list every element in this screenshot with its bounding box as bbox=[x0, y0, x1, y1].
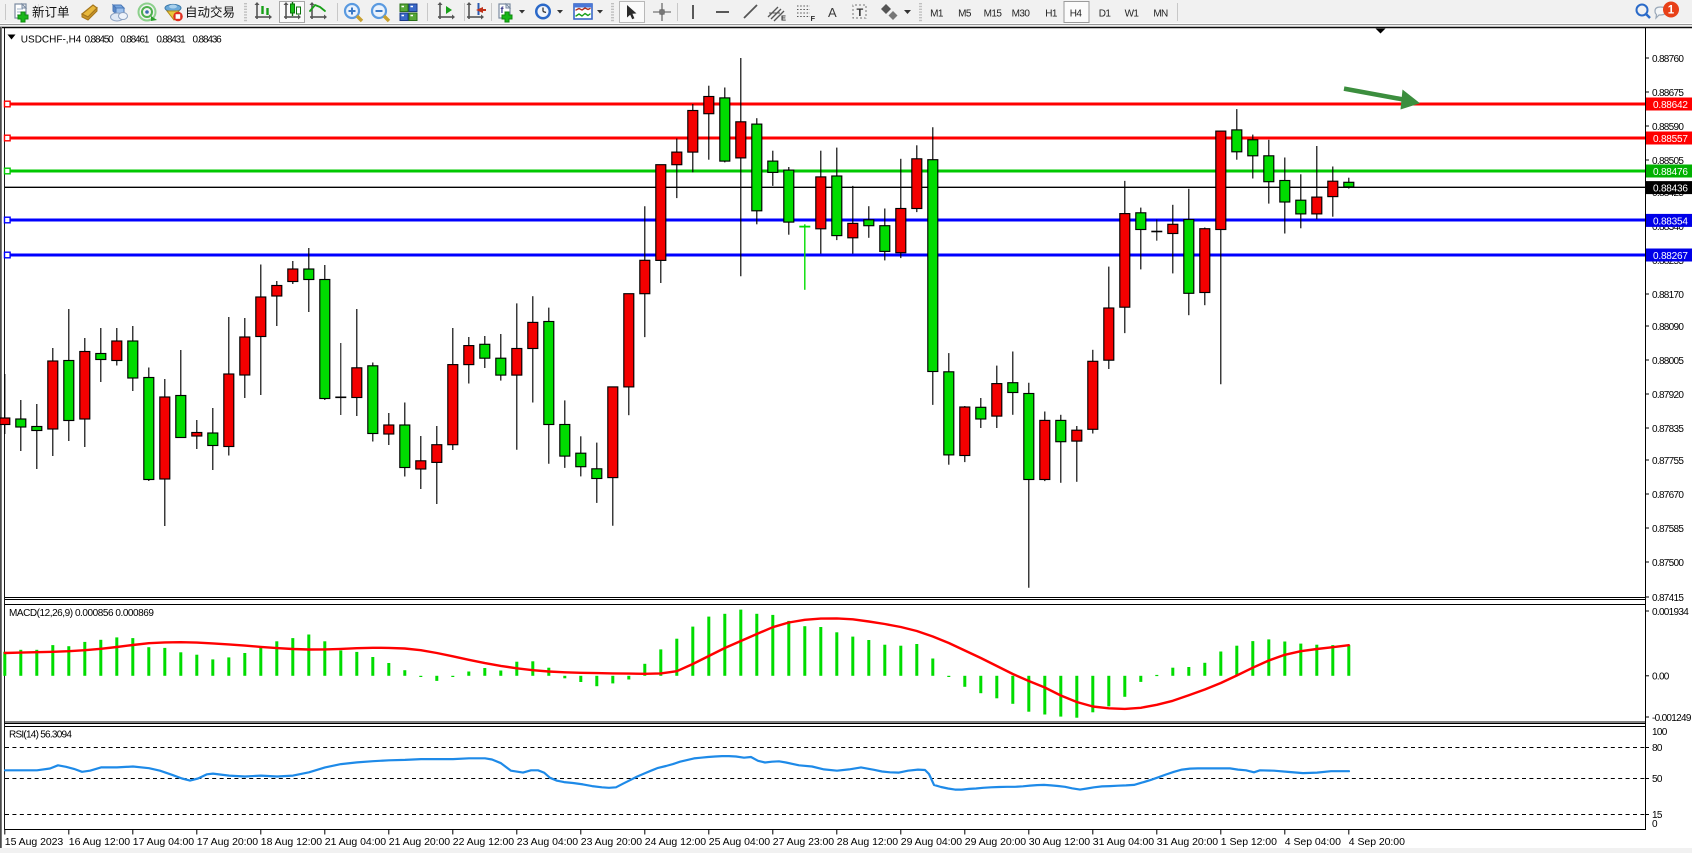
svg-text:T: T bbox=[857, 7, 864, 19]
svg-text:0.87755: 0.87755 bbox=[1652, 456, 1684, 467]
svg-text:17 Aug 04:00: 17 Aug 04:00 bbox=[133, 836, 195, 848]
svg-text:31 Aug 04:00: 31 Aug 04:00 bbox=[1093, 836, 1155, 848]
svg-text:0.00: 0.00 bbox=[1652, 672, 1670, 683]
svg-text:0.88450: 0.88450 bbox=[85, 34, 115, 45]
svg-text:D1: D1 bbox=[1099, 9, 1112, 20]
svg-text:0.88557: 0.88557 bbox=[1653, 134, 1688, 145]
svg-text:M15: M15 bbox=[984, 9, 1003, 20]
svg-text:15 Aug 2023: 15 Aug 2023 bbox=[5, 836, 64, 848]
svg-text:0.88005: 0.88005 bbox=[1652, 356, 1684, 367]
svg-text:0.88170: 0.88170 bbox=[1652, 290, 1684, 301]
svg-text:18 Aug 12:00: 18 Aug 12:00 bbox=[261, 836, 323, 848]
svg-text:23 Aug 04:00: 23 Aug 04:00 bbox=[517, 836, 579, 848]
svg-text:自动交易: 自动交易 bbox=[185, 5, 235, 20]
svg-text:MN: MN bbox=[1153, 9, 1168, 20]
svg-text:新订单: 新订单 bbox=[32, 5, 70, 20]
svg-text:USDCHF-,H4: USDCHF-,H4 bbox=[21, 34, 82, 45]
svg-text:23 Aug 20:00: 23 Aug 20:00 bbox=[581, 836, 643, 848]
svg-text:RSI(14) 56.3094: RSI(14) 56.3094 bbox=[9, 730, 72, 741]
svg-text:17 Aug 20:00: 17 Aug 20:00 bbox=[197, 836, 259, 848]
svg-text:0.88090: 0.88090 bbox=[1652, 322, 1684, 333]
svg-text:1 Sep 12:00: 1 Sep 12:00 bbox=[1221, 836, 1277, 848]
svg-text:0.88590: 0.88590 bbox=[1652, 122, 1684, 133]
svg-text:M1: M1 bbox=[930, 9, 944, 20]
svg-text:0.88436: 0.88436 bbox=[1653, 184, 1688, 195]
svg-text:F: F bbox=[811, 14, 816, 23]
svg-text:H1: H1 bbox=[1045, 9, 1058, 20]
svg-text:50: 50 bbox=[1652, 774, 1663, 785]
svg-text:0.88675: 0.88675 bbox=[1652, 88, 1684, 99]
svg-text:0.87920: 0.87920 bbox=[1652, 390, 1684, 401]
svg-text:31 Aug 20:00: 31 Aug 20:00 bbox=[1157, 836, 1219, 848]
svg-text:MACD(12,26,9) 0.000856 0.00086: MACD(12,26,9) 0.000856 0.000869 bbox=[9, 608, 154, 619]
svg-text:4 Sep 20:00: 4 Sep 20:00 bbox=[1349, 836, 1405, 848]
svg-text:16 Aug 12:00: 16 Aug 12:00 bbox=[69, 836, 131, 848]
svg-text:0.88760: 0.88760 bbox=[1652, 54, 1684, 65]
svg-text:0.88476: 0.88476 bbox=[1653, 167, 1688, 178]
svg-text:1: 1 bbox=[1668, 5, 1675, 17]
svg-text:24 Aug 12:00: 24 Aug 12:00 bbox=[645, 836, 707, 848]
svg-text:21 Aug 20:00: 21 Aug 20:00 bbox=[389, 836, 451, 848]
svg-text:M30: M30 bbox=[1012, 9, 1031, 20]
svg-text:0.88505: 0.88505 bbox=[1652, 156, 1684, 167]
svg-text:25 Aug 04:00: 25 Aug 04:00 bbox=[709, 836, 771, 848]
svg-text:W1: W1 bbox=[1125, 9, 1140, 20]
svg-text:4 Sep 04:00: 4 Sep 04:00 bbox=[1285, 836, 1341, 848]
svg-text:f: f bbox=[501, 5, 505, 15]
svg-text:0: 0 bbox=[1652, 819, 1658, 830]
svg-text:15: 15 bbox=[1652, 810, 1663, 821]
svg-text:22 Aug 12:00: 22 Aug 12:00 bbox=[453, 836, 515, 848]
svg-text:0.88340: 0.88340 bbox=[1652, 222, 1684, 233]
svg-text:28 Aug 12:00: 28 Aug 12:00 bbox=[837, 836, 899, 848]
svg-text:0.88436: 0.88436 bbox=[193, 34, 223, 45]
svg-text:0.88431: 0.88431 bbox=[156, 34, 186, 45]
svg-text:-0.001249: -0.001249 bbox=[1652, 713, 1692, 724]
svg-text:100: 100 bbox=[1652, 727, 1668, 738]
svg-text:0.88354: 0.88354 bbox=[1653, 216, 1688, 227]
svg-text:0.87500: 0.87500 bbox=[1652, 558, 1684, 569]
svg-text:30 Aug 12:00: 30 Aug 12:00 bbox=[1029, 836, 1091, 848]
svg-text:0.001934: 0.001934 bbox=[1652, 607, 1689, 618]
svg-text:29 Aug 20:00: 29 Aug 20:00 bbox=[965, 836, 1027, 848]
svg-text:0.88461: 0.88461 bbox=[120, 34, 150, 45]
svg-text:E: E bbox=[781, 14, 786, 23]
svg-text:27 Aug 23:00: 27 Aug 23:00 bbox=[773, 836, 835, 848]
svg-text:A: A bbox=[828, 5, 837, 20]
svg-text:0.87670: 0.87670 bbox=[1652, 490, 1684, 501]
svg-text:0.87585: 0.87585 bbox=[1652, 524, 1684, 535]
svg-text:0.87835: 0.87835 bbox=[1652, 424, 1684, 435]
svg-text:0.87415: 0.87415 bbox=[1652, 593, 1684, 604]
svg-text:0.88642: 0.88642 bbox=[1653, 100, 1688, 111]
svg-text:H4: H4 bbox=[1070, 9, 1083, 20]
svg-text:0.88267: 0.88267 bbox=[1653, 251, 1688, 262]
svg-text:80: 80 bbox=[1652, 743, 1663, 754]
svg-text:29 Aug 04:00: 29 Aug 04:00 bbox=[901, 836, 963, 848]
svg-text:21 Aug 04:00: 21 Aug 04:00 bbox=[325, 836, 387, 848]
svg-text:M5: M5 bbox=[958, 9, 972, 20]
